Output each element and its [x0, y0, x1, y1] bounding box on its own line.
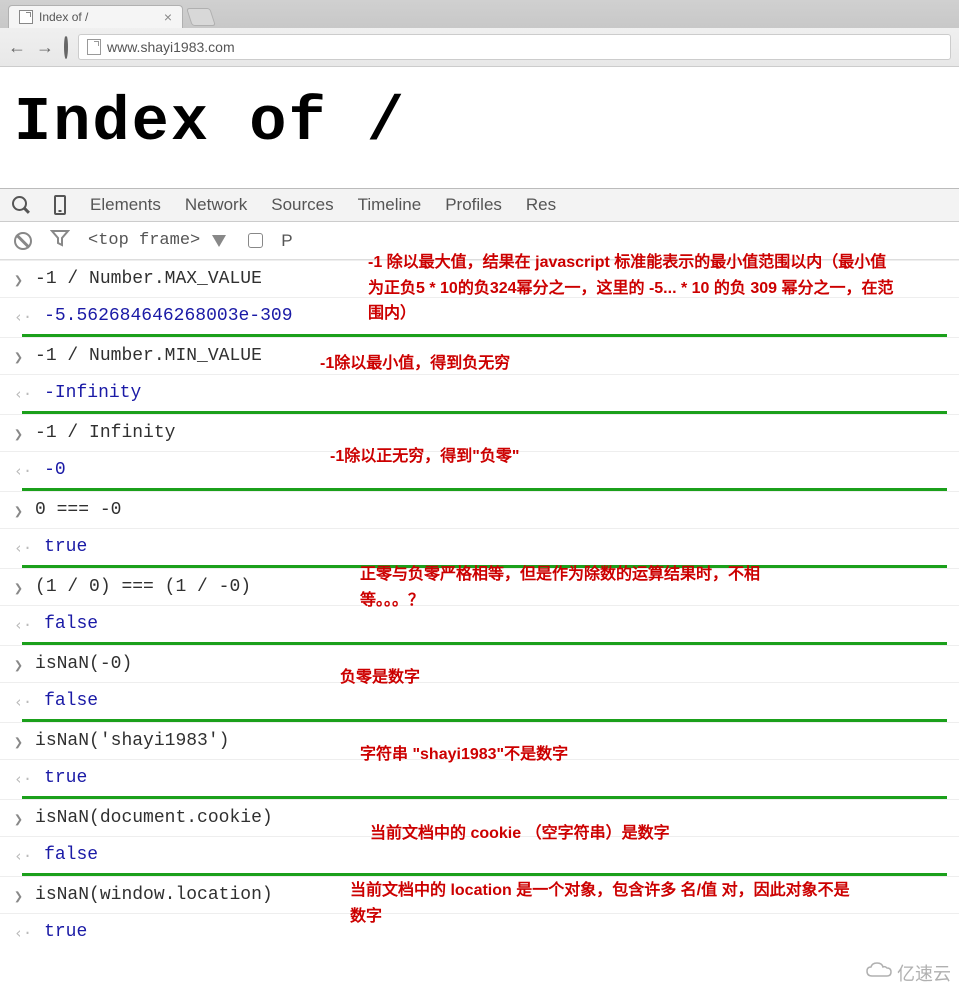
annotation-text: -1除以正无穷，得到"负零": [330, 444, 519, 470]
clear-console-icon[interactable]: [14, 232, 32, 250]
console-input: -1 / Infinity: [35, 423, 175, 443]
input-chevron-icon: ❯: [14, 348, 23, 366]
console-block: ❯ isNaN(window.location) ‹· true 当前文档中的 loca…: [0, 876, 959, 950]
annotation-text: -1 除以最大值，结果在 javascript 标准能表示的最小值范围以内（最小…: [368, 250, 898, 327]
page-title: Index of /: [14, 87, 945, 158]
input-chevron-icon: ❯: [14, 656, 23, 674]
console-input: isNaN('shayi1983'): [35, 731, 229, 751]
tab-profiles[interactable]: Profiles: [445, 195, 502, 215]
console-output-row: ‹· -Infinity: [0, 374, 959, 411]
tab-network[interactable]: Network: [185, 195, 247, 215]
output-chevron-icon: ‹·: [14, 462, 32, 480]
console-output-value: true: [44, 922, 87, 942]
page-content: Index of /: [0, 67, 959, 188]
console-block: ❯(1 / 0) === (1 / -0)‹·false正零与负零严格相等，但是…: [0, 568, 959, 645]
console-output-value: false: [44, 845, 98, 865]
console-input: 0 === -0: [35, 500, 121, 520]
tab-sources[interactable]: Sources: [271, 195, 333, 215]
console-block: ❯ -1 / Number.MIN_VALUE ‹· -Infinity -1除以最小值…: [0, 337, 959, 414]
input-chevron-icon: ❯: [14, 887, 23, 905]
browser-tab[interactable]: Index of / ×: [8, 5, 183, 28]
annotation-text: 字符串 "shayi1983"不是数字: [360, 742, 568, 768]
reload-button[interactable]: [64, 37, 68, 58]
forward-button[interactable]: →: [36, 37, 54, 58]
filter-icon[interactable]: [50, 228, 70, 253]
page-icon: [19, 10, 33, 24]
input-chevron-icon: ❯: [14, 271, 23, 289]
tab-elements[interactable]: Elements: [90, 195, 161, 215]
console-input-row: ❯ isNaN(-0): [0, 645, 959, 682]
devtools-toolbar: Elements Network Sources Timeline Profil…: [0, 189, 959, 222]
new-tab-button[interactable]: [186, 8, 216, 26]
browser-chrome: Index of / × ← → www.shayi1983.com: [0, 0, 959, 67]
cloud-icon: [865, 962, 893, 985]
input-chevron-icon: ❯: [14, 733, 23, 751]
console-block: ❯ isNaN(-0) ‹· false 负零是数字: [0, 645, 959, 722]
console-input: -1 / Number.MIN_VALUE: [35, 346, 262, 366]
nav-bar: ← → www.shayi1983.com: [0, 28, 959, 66]
frame-selector[interactable]: <top frame>: [88, 231, 226, 250]
console-output-row: ‹· false: [0, 682, 959, 719]
tab-resources[interactable]: Res: [526, 195, 556, 215]
preserve-label: P: [281, 231, 292, 251]
output-chevron-icon: ‹·: [14, 308, 32, 326]
watermark: 亿速云: [865, 960, 951, 986]
console-output-value: true: [44, 537, 87, 557]
tab-timeline[interactable]: Timeline: [358, 195, 422, 215]
console-block: ❯ 0 === -0 ‹· true: [0, 491, 959, 568]
console-output-value: -Infinity: [44, 383, 141, 403]
output-chevron-icon: ‹·: [14, 924, 32, 942]
close-icon[interactable]: ×: [164, 10, 172, 24]
console-block: ❯ isNaN('shayi1983') ‹· true 字符串 "shayi1983"…: [0, 722, 959, 799]
annotation-text: -1除以最小值，得到负无穷: [320, 351, 510, 377]
tab-bar: Index of / ×: [0, 0, 959, 28]
console-output-row: ‹· true: [0, 528, 959, 565]
output-chevron-icon: ‹·: [14, 847, 32, 865]
url-text: www.shayi1983.com: [107, 39, 235, 55]
preserve-log-checkbox[interactable]: [248, 233, 263, 248]
page-icon: [87, 39, 101, 55]
search-icon[interactable]: [12, 196, 30, 214]
console-input-row: ❯ 0 === -0: [0, 491, 959, 528]
annotation-text: 当前文档中的 location 是一个对象，包含许多 名/值 对，因此对象不是数…: [350, 878, 860, 929]
input-chevron-icon: ❯: [14, 425, 23, 443]
console-block: ❯ isNaN(document.cookie) ‹· false 当前文档中的 coo…: [0, 799, 959, 876]
console-block: ❯ -1 / Number.MAX_VALUE ‹· -5.5626846462680…: [0, 260, 959, 337]
console-output: ❯ -1 / Number.MAX_VALUE ‹· -5.5626846462680…: [0, 260, 959, 950]
console-input: isNaN(document.cookie): [35, 808, 273, 828]
back-button[interactable]: ←: [8, 37, 26, 58]
annotation-text: 负零是数字: [340, 665, 420, 691]
console-input: isNaN(window.location): [35, 885, 273, 905]
console-input: -1 / Number.MAX_VALUE: [35, 269, 262, 289]
console-block: ❯ -1 / Infinity ‹· -0 -1除以正无穷，得到"负零": [0, 414, 959, 491]
input-chevron-icon: ❯: [14, 810, 23, 828]
console-output-value: false: [44, 691, 98, 711]
console-input: isNaN(-0): [35, 654, 132, 674]
annotation-text: 当前文档中的 cookie （空字符串）是数字: [370, 821, 670, 847]
console-output-value: -5.562684646268003e-309: [44, 306, 292, 326]
input-chevron-icon: ❯: [14, 579, 23, 597]
devtools-panel: Elements Network Sources Timeline Profil…: [0, 188, 959, 950]
device-icon[interactable]: [54, 195, 66, 215]
chevron-down-icon: [212, 235, 226, 247]
output-chevron-icon: ‹·: [14, 616, 32, 634]
output-chevron-icon: ‹·: [14, 539, 32, 557]
console-output-value: true: [44, 768, 87, 788]
output-chevron-icon: ‹·: [14, 770, 32, 788]
output-chevron-icon: ‹·: [14, 385, 32, 403]
address-bar[interactable]: www.shayi1983.com: [78, 34, 951, 60]
console-output-value: false: [44, 614, 98, 634]
input-chevron-icon: ❯: [14, 502, 23, 520]
output-chevron-icon: ‹·: [14, 693, 32, 711]
console-input: (1 / 0) === (1 / -0): [35, 577, 251, 597]
annotation-text: 正零与负零严格相等，但是作为除数的运算结果时，不相等。。。？: [360, 562, 790, 613]
console-output-value: -0: [44, 460, 66, 480]
tab-title: Index of /: [39, 10, 88, 24]
